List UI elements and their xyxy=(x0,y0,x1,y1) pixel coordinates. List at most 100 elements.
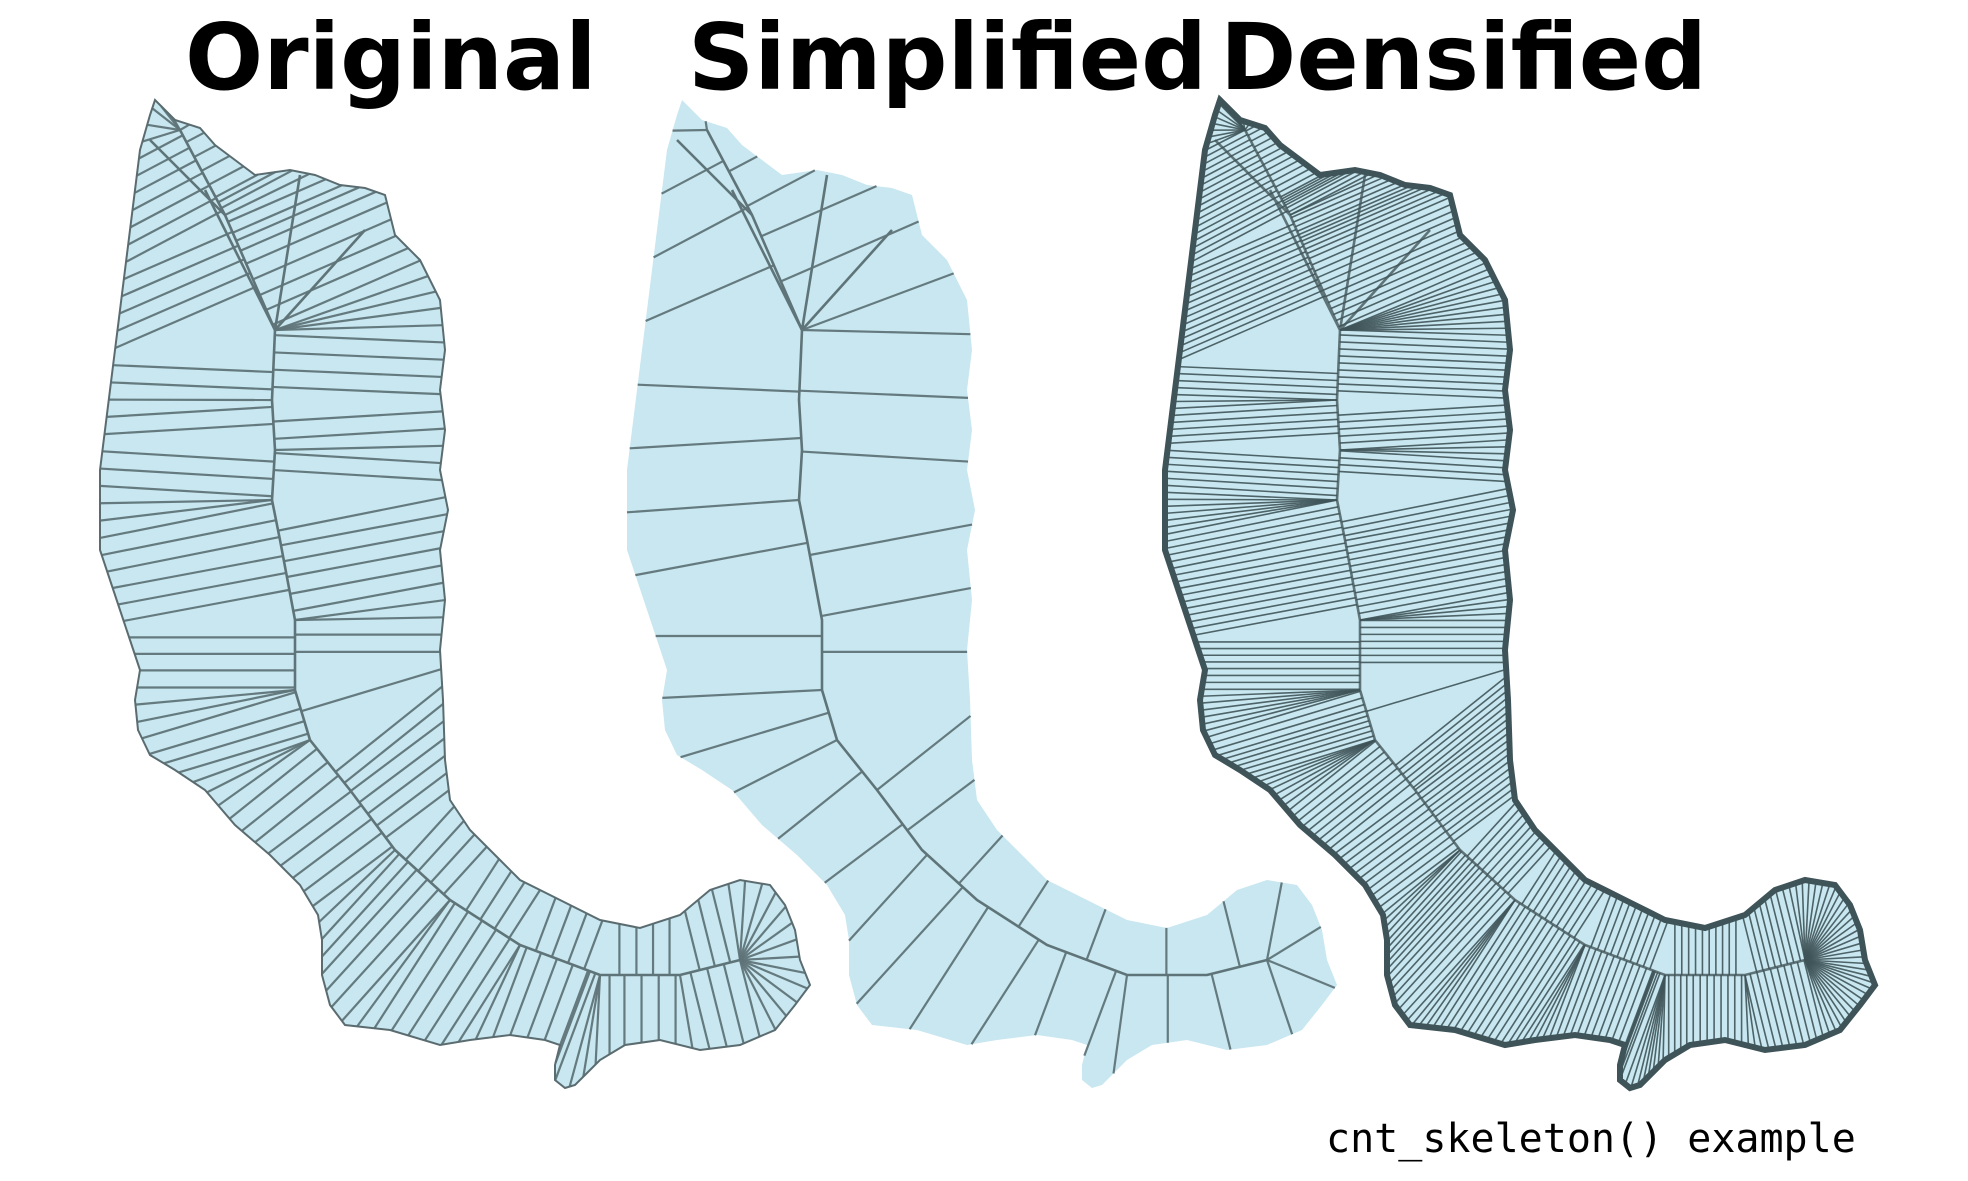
skeleton-spoke xyxy=(1200,689,1361,705)
skeleton-spoke xyxy=(321,861,409,958)
skeleton-spoke xyxy=(1168,526,1343,563)
skeleton-spoke xyxy=(760,185,877,238)
skeleton-spoke xyxy=(1541,944,1586,1040)
panel-original-skeleton xyxy=(99,105,808,1087)
skeleton-spoke xyxy=(1218,102,1246,131)
skeleton-spoke xyxy=(407,920,483,1037)
skeleton-spoke xyxy=(1299,185,1419,239)
skeleton-spoke xyxy=(1804,921,1858,961)
skeleton-spoke xyxy=(1434,760,1511,818)
skeleton-spoke xyxy=(1251,739,1376,779)
skeleton-spoke xyxy=(429,833,476,884)
skeleton-spoke xyxy=(1165,463,1339,476)
skeleton-spoke xyxy=(1741,915,1758,973)
skeleton-spoke xyxy=(1204,129,1246,152)
skeleton-spoke xyxy=(259,234,397,297)
skeleton-spoke xyxy=(1418,899,1516,1027)
skeleton-spoke xyxy=(554,970,591,1064)
skeleton-spoke xyxy=(1624,974,1666,1085)
skeleton-spoke xyxy=(637,383,800,393)
skeleton-spoke xyxy=(1296,751,1385,823)
skeleton-spoke xyxy=(1200,689,1361,698)
skeleton-spoke xyxy=(1466,801,1517,857)
skeleton-spoke xyxy=(1201,149,1256,180)
skeleton-branch xyxy=(1338,174,1367,331)
skeleton-spoke xyxy=(680,711,830,759)
skeleton-spoke xyxy=(508,889,541,939)
skeleton-spoke xyxy=(739,958,808,990)
skeleton-spoke xyxy=(214,173,259,199)
skeleton-spoke xyxy=(1216,109,1246,131)
panel-simplified-skeleton xyxy=(626,120,1336,1074)
skeleton-spoke xyxy=(1411,899,1516,1026)
skeleton-spoke xyxy=(318,849,396,923)
skeleton-spoke xyxy=(206,739,311,794)
skeleton-spoke xyxy=(824,823,904,884)
skeleton-spoke xyxy=(1328,783,1411,851)
skeleton-spoke xyxy=(1425,899,1516,1028)
skeleton-spoke xyxy=(192,738,311,784)
skeleton-spoke xyxy=(312,845,394,908)
skeleton-spoke xyxy=(1301,186,1426,243)
skeleton-spoke xyxy=(1776,966,1798,1047)
skeleton-spoke xyxy=(1337,404,1507,416)
skeleton-spoke xyxy=(102,450,275,463)
skeleton-spoke xyxy=(1758,902,1777,968)
skeleton-spoke xyxy=(1573,889,1606,939)
skeleton-spoke xyxy=(566,912,588,964)
skeleton-spoke xyxy=(1306,192,1446,255)
skeleton-spoke xyxy=(1167,449,1340,462)
skeleton-spoke xyxy=(1257,739,1376,783)
skeleton-spoke xyxy=(99,498,273,505)
skeleton-spoke xyxy=(1177,555,1349,590)
skeleton-spoke xyxy=(1188,228,1297,277)
skeleton-spoke xyxy=(1186,245,1304,298)
skeleton-spoke xyxy=(1274,167,1312,188)
skeleton-spoke xyxy=(1306,762,1394,832)
skeleton-spoke xyxy=(1339,306,1506,331)
skeleton-spoke xyxy=(1339,293,1503,331)
skeleton-spoke xyxy=(1445,780,1514,833)
skeleton-spoke xyxy=(1466,916,1543,1035)
skeleton-spoke xyxy=(1431,752,1511,813)
skeleton-spoke xyxy=(1648,920,1669,970)
panel-densified-coastline xyxy=(1162,95,1878,1091)
skeleton-spoke xyxy=(1311,203,1453,266)
skeleton-spoke xyxy=(1590,892,1612,948)
skeleton-spoke xyxy=(245,201,388,265)
skeleton-spoke xyxy=(738,959,761,1037)
skeleton-spoke xyxy=(1332,251,1478,316)
skeleton-spoke xyxy=(1359,605,1510,621)
skeleton-spoke xyxy=(1473,920,1549,1037)
skeleton-spoke xyxy=(1352,549,1506,580)
skeleton-spoke xyxy=(1260,146,1284,160)
skeleton-spoke xyxy=(224,172,310,216)
skeleton-spoke xyxy=(1619,971,1659,1073)
skeleton-spoke xyxy=(1174,393,1338,401)
skeleton-spoke xyxy=(1175,386,1338,396)
skeleton-spoke xyxy=(1339,348,1510,358)
skeleton-spoke xyxy=(1188,234,1300,284)
skeleton-spoke xyxy=(1753,907,1770,970)
skeleton-spoke xyxy=(534,897,557,952)
skeleton-spoke xyxy=(1333,791,1418,855)
skeleton-spoke xyxy=(809,523,973,557)
skeleton-spoke xyxy=(1339,268,1490,331)
skeleton-spoke xyxy=(1210,973,1232,1050)
skeleton-spoke xyxy=(1188,590,1355,623)
skeleton-spoke xyxy=(274,334,445,344)
skeleton-spoke xyxy=(134,159,197,194)
skeleton-spoke xyxy=(739,938,797,962)
skeleton-spoke xyxy=(341,899,451,1022)
skeleton-spoke xyxy=(801,450,969,463)
skeleton-spoke xyxy=(1200,689,1361,711)
skeleton-spoke xyxy=(1250,131,1269,142)
skeleton-spoke xyxy=(1182,569,1351,603)
skeleton-spoke xyxy=(1284,169,1351,207)
panel-densified xyxy=(1162,94,1879,1092)
skeleton-spoke xyxy=(274,427,445,440)
skeleton-spoke xyxy=(1378,847,1459,909)
skeleton-spoke xyxy=(1325,236,1463,298)
skeleton-spoke xyxy=(1290,176,1386,219)
